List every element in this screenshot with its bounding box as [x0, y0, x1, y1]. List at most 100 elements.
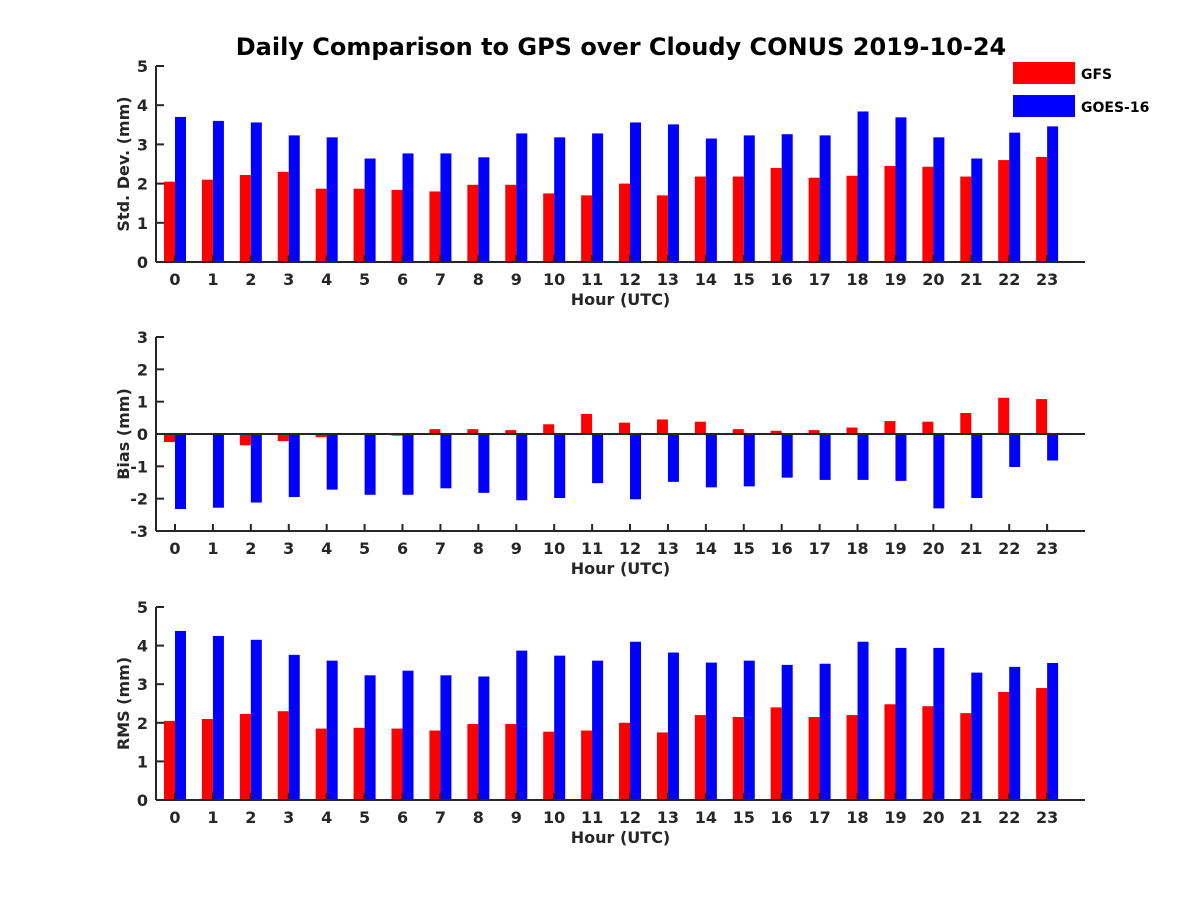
bar-goes16-11	[592, 133, 604, 262]
bar-gfs-11	[581, 730, 593, 800]
bar-goes16-9	[516, 434, 528, 501]
bar-gfs-13	[656, 732, 668, 800]
x-tick-label: 9	[511, 270, 522, 289]
bar-goes16-2	[250, 639, 262, 800]
x-tick-label: 12	[619, 270, 641, 289]
bar-goes16-0	[175, 630, 186, 800]
bar-gfs-7	[429, 730, 441, 800]
y-tick-label: 4	[137, 637, 148, 656]
x-tick-label: 3	[283, 808, 294, 827]
x-tick-label: 12	[619, 808, 641, 827]
bar-goes16-12	[630, 122, 642, 262]
bar-goes16-22	[1009, 132, 1021, 262]
x-tick-label: 10	[543, 270, 565, 289]
bar-gfs-9	[505, 430, 517, 434]
y-axis-label: Bias (mm)	[114, 388, 133, 480]
bar-gfs-9	[505, 184, 517, 262]
y-tick-label: 5	[137, 598, 148, 617]
bar-gfs-7	[429, 191, 441, 262]
bar-gfs-14	[694, 176, 706, 262]
x-tick-label: 16	[771, 539, 793, 558]
bar-goes16-15	[743, 135, 755, 262]
bar-gfs-9	[505, 723, 517, 800]
x-tick-label: 13	[657, 539, 679, 558]
bar-gfs-22	[998, 160, 1010, 262]
bar-gfs-16	[770, 707, 782, 800]
bar-goes16-14	[705, 434, 717, 488]
bar-gfs-3	[277, 434, 289, 442]
x-tick-label: 14	[695, 808, 717, 827]
bar-goes16-10	[554, 655, 566, 800]
bar-goes16-12	[630, 641, 642, 800]
y-tick-label: -3	[130, 522, 148, 541]
x-axis-label: Hour (UTC)	[571, 828, 671, 847]
y-tick-label: 2	[137, 360, 148, 379]
x-tick-label: 23	[1036, 270, 1058, 289]
bar-goes16-11	[592, 660, 604, 800]
bar-goes16-7	[440, 675, 452, 800]
x-tick-label: 0	[169, 270, 180, 289]
bar-gfs-6	[391, 189, 403, 262]
bar-goes16-1	[212, 120, 224, 262]
bar-gfs-4	[315, 188, 327, 262]
bar-gfs-17	[808, 430, 820, 434]
bar-goes16-12	[630, 434, 642, 500]
x-tick-label: 0	[169, 808, 180, 827]
bar-gfs-6	[391, 728, 403, 800]
x-tick-label: 8	[473, 270, 484, 289]
bar-gfs-8	[467, 429, 479, 434]
bar-gfs-11	[581, 195, 593, 262]
bar-goes16-16	[781, 664, 793, 800]
y-tick-label: 5	[137, 57, 148, 76]
bar-goes16-22	[1009, 666, 1021, 800]
x-tick-label: 22	[998, 270, 1020, 289]
x-tick-label: 1	[207, 270, 218, 289]
x-tick-label: 6	[397, 539, 408, 558]
bar-goes16-13	[667, 124, 679, 263]
x-tick-label: 12	[619, 539, 641, 558]
bar-gfs-18	[846, 427, 858, 434]
bar-gfs-1	[201, 179, 213, 262]
bar-goes16-17	[819, 135, 831, 262]
x-tick-label: 18	[846, 808, 868, 827]
x-tick-label: 10	[543, 539, 565, 558]
bar-goes16-19	[895, 647, 907, 800]
x-tick-label: 5	[359, 808, 370, 827]
bar-gfs-20	[922, 166, 934, 262]
bar-gfs-4	[315, 728, 327, 800]
bar-goes16-19	[895, 434, 907, 481]
bar-goes16-15	[743, 434, 755, 487]
y-tick-label: 2	[137, 175, 148, 194]
bar-goes16-0	[175, 116, 186, 263]
x-tick-label: 6	[397, 270, 408, 289]
bar-gfs-0	[164, 720, 175, 800]
x-tick-label: 21	[960, 539, 982, 558]
x-tick-label: 13	[657, 270, 679, 289]
x-tick-label: 7	[435, 270, 446, 289]
x-tick-label: 23	[1036, 808, 1058, 827]
bar-goes16-18	[857, 641, 869, 800]
bar-goes16-2	[250, 122, 262, 262]
bar-gfs-15	[732, 429, 744, 434]
bar-goes16-7	[440, 434, 452, 489]
bar-gfs-16	[770, 430, 782, 434]
y-tick-label: 0	[137, 791, 148, 810]
x-tick-label: 15	[733, 808, 755, 827]
x-tick-label: 2	[245, 539, 256, 558]
bar-gfs-16	[770, 167, 782, 262]
legend-swatch-goes16	[1013, 95, 1075, 117]
bar-gfs-4	[315, 434, 327, 438]
bar-goes16-6	[402, 153, 414, 262]
x-tick-label: 1	[207, 539, 218, 558]
bar-goes16-8	[478, 434, 490, 493]
x-tick-label: 8	[473, 808, 484, 827]
bar-goes16-3	[288, 654, 300, 800]
x-tick-label: 17	[808, 808, 830, 827]
bar-gfs-17	[808, 177, 820, 262]
bar-goes16-18	[857, 111, 869, 262]
x-tick-label: 18	[846, 270, 868, 289]
bar-goes16-9	[516, 650, 528, 800]
bar-goes16-0	[175, 434, 186, 510]
x-tick-label: 7	[435, 808, 446, 827]
